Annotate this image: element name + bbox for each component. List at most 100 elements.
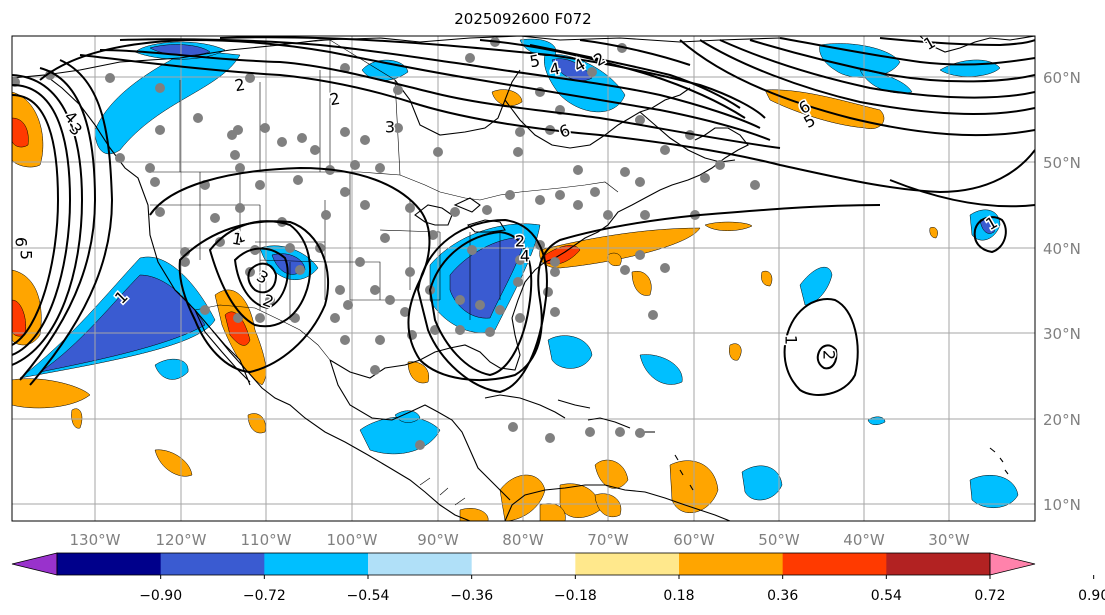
station-dot (285, 243, 295, 253)
colorbar-segment (471, 553, 576, 575)
shade-region (594, 459, 629, 489)
contour-label: 3 (385, 118, 395, 137)
contour-line (529, 44, 741, 109)
contour-line (749, 39, 1035, 83)
station-dot (545, 433, 555, 443)
station-dot (485, 327, 495, 337)
station-dot (393, 85, 403, 95)
station-dot (620, 167, 630, 177)
station-dot (255, 313, 265, 323)
station-dot (455, 325, 465, 335)
map-frame (11, 35, 1036, 522)
shade-region (407, 361, 430, 384)
station-dot (255, 180, 265, 190)
longitude-tick-label: 100°W (327, 531, 378, 549)
station-dot (105, 73, 115, 83)
station-dot (235, 163, 245, 173)
station-dot (515, 313, 525, 323)
political-borders (148, 39, 619, 506)
station-dot (620, 265, 630, 275)
contour-label: 2 (820, 350, 839, 360)
station-dot (293, 175, 303, 185)
station-dot (640, 210, 650, 220)
colorbar-segment (886, 553, 991, 575)
station-dot (467, 245, 477, 255)
colorbar-tick-labels: −0.90 −0.72 −0.54 −0.36 −0.18 0.18 0.36 0.54 0.7… (139, 575, 1105, 604)
station-dot (245, 73, 255, 83)
station-dot (180, 257, 190, 267)
contour-line (119, 38, 761, 129)
shade-region (631, 270, 652, 296)
contour-line (679, 39, 1035, 137)
station-dot (277, 137, 287, 147)
contour-label: 2 (233, 75, 246, 95)
station-dot (550, 257, 560, 267)
station-dot (455, 295, 465, 305)
colorbar-tick-label: 0.36 (767, 588, 798, 604)
shade-region (741, 465, 783, 501)
station-dot (433, 147, 443, 157)
longitude-labels: 130°W 120°W 110°W 100°W 90°W 80°W 70°W 60°W 50°W… (70, 531, 970, 549)
station-dot (555, 190, 565, 200)
station-dot (475, 300, 485, 310)
contour-line (699, 39, 1035, 115)
station-dot (155, 207, 165, 217)
station-dot (635, 177, 645, 187)
shade-region (12, 117, 29, 148)
contour-line (779, 37, 1035, 66)
station-dot (350, 160, 360, 170)
station-dot (450, 207, 460, 217)
shade-region (459, 508, 489, 521)
border-canada-provinces (179, 39, 401, 176)
longitude-tick-label: 80°W (502, 531, 544, 549)
station-dot (295, 265, 305, 275)
station-dot (343, 300, 353, 310)
station-dot (513, 147, 523, 157)
colorbar-segment (264, 553, 369, 575)
colorbar-tick-label: −0.72 (243, 588, 286, 604)
figure-title: 2025092600 F072 (454, 10, 592, 28)
station-dot (573, 165, 583, 175)
contour-line (973, 216, 1007, 254)
station-dot (587, 67, 597, 77)
station-dot (700, 173, 710, 183)
station-dot (230, 150, 240, 160)
contour-label: 2 (515, 232, 525, 251)
station-dot (145, 163, 155, 173)
contour-label: 4 (520, 247, 530, 266)
station-dot (235, 203, 245, 213)
station-dot (155, 83, 165, 93)
station-dot (310, 145, 320, 155)
colorbar-tick-label: 0.72 (974, 588, 1005, 604)
station-dot (550, 307, 560, 317)
shade-region (969, 474, 1019, 508)
station-dot (648, 310, 658, 320)
station-dot (265, 295, 275, 305)
station-dot (505, 190, 515, 200)
station-dot (340, 187, 350, 197)
station-dot (400, 307, 410, 317)
longitude-tick-label: 110°W (241, 531, 292, 549)
contour-label: 6 (12, 237, 31, 247)
longitude-tick-label: 30°W (928, 531, 970, 549)
colorbar-segment (160, 553, 265, 575)
latitude-tick-label: 40°N (1043, 240, 1081, 258)
station-dot (335, 285, 345, 295)
contour-line (816, 344, 838, 370)
shade-region (154, 449, 193, 477)
shade-region (729, 343, 742, 361)
colorbar-segment (575, 553, 680, 575)
contour-label: 1 (782, 335, 801, 345)
latitude-tick-label: 10°N (1043, 496, 1081, 514)
station-dot (635, 115, 645, 125)
coastline-baja (194, 309, 251, 386)
longitude-tick-label: 40°W (843, 531, 885, 549)
longitude-tick-label: 60°W (673, 531, 715, 549)
border-us-mexico (194, 304, 331, 361)
contour-line (178, 220, 330, 374)
contour-label: 5 (528, 51, 541, 71)
station-dot (360, 135, 370, 145)
station-dot (508, 422, 518, 432)
